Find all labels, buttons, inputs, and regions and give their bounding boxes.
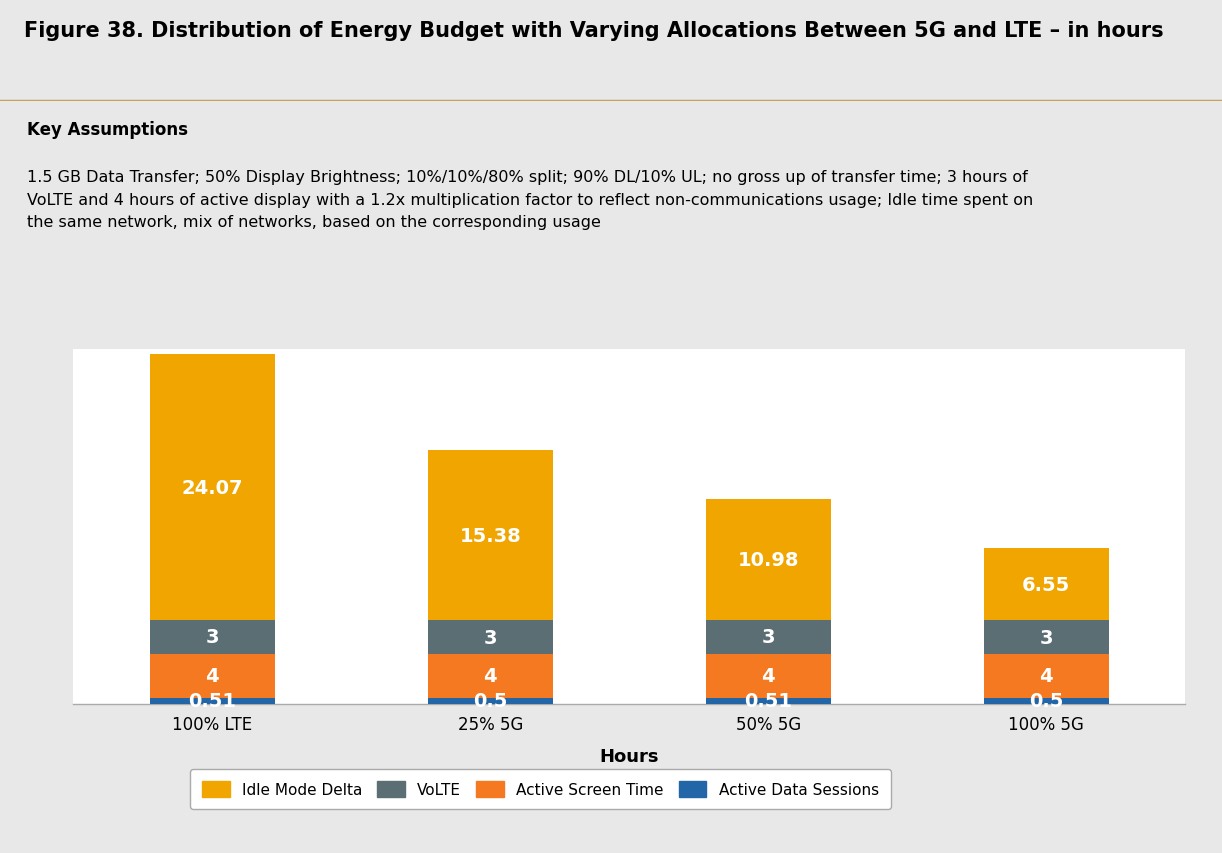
X-axis label: Hours: Hours [600,746,659,764]
Text: Figure 38. Distribution of Energy Budget with Varying Allocations Between 5G and: Figure 38. Distribution of Energy Budget… [24,20,1165,41]
Text: 0.51: 0.51 [188,692,236,711]
Text: 0.5: 0.5 [473,692,507,711]
Bar [428,699,552,704]
Bar [984,548,1108,621]
Text: 0.5: 0.5 [1029,692,1063,711]
Bar [706,698,831,704]
Text: Key Assumptions: Key Assumptions [27,120,188,138]
Text: 4: 4 [1040,666,1053,686]
Bar [706,621,831,654]
Text: 3: 3 [1040,628,1053,647]
Bar [706,654,831,698]
Text: 10.98: 10.98 [738,550,799,570]
Text: 1.5 GB Data Transfer; 50% Display Brightness; 10%/10%/80% split; 90% DL/10% UL; : 1.5 GB Data Transfer; 50% Display Bright… [27,171,1033,229]
Text: 3: 3 [484,628,497,647]
Bar [706,499,831,621]
Legend: Idle Mode Delta, VoLTE, Active Screen Time, Active Data Sessions: Idle Mode Delta, VoLTE, Active Screen Ti… [189,769,891,809]
Bar [984,654,1108,699]
Text: 6.55: 6.55 [1023,575,1070,594]
Text: 4: 4 [761,666,775,686]
Bar [428,450,552,621]
Bar [150,698,275,704]
Text: 3: 3 [205,628,219,647]
Text: 0.51: 0.51 [744,692,792,711]
Bar [150,654,275,698]
Text: 3: 3 [761,628,775,647]
Text: 15.38: 15.38 [459,526,522,545]
Bar [984,699,1108,704]
Bar [428,654,552,699]
Bar [150,621,275,654]
Text: 4: 4 [484,666,497,686]
Bar [984,621,1108,654]
Text: 24.07: 24.07 [182,478,243,497]
Bar [428,621,552,654]
Bar [150,354,275,621]
Text: 4: 4 [205,666,219,686]
